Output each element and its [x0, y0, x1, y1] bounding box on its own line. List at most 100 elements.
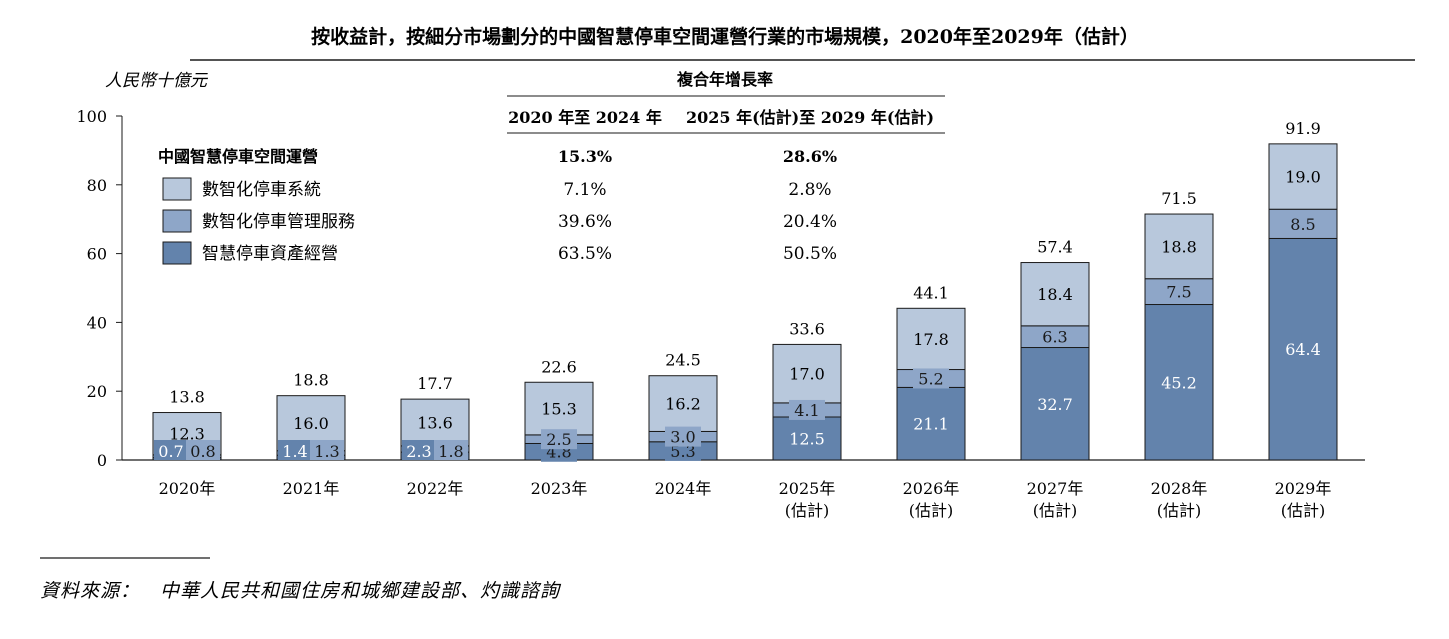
data-label-bg-asset-operation: [278, 440, 312, 460]
legend-label-asset-operation: 智慧停車資產經營: [202, 244, 338, 264]
total-label: 57.4: [1037, 238, 1073, 257]
cagr-value-2-asset-operation: 50.5%: [783, 244, 837, 264]
x-tick-sublabel: (估計): [785, 501, 830, 520]
data-label-digital-system: 13.6: [417, 414, 453, 433]
cagr-value-1-asset-operation: 63.5%: [558, 244, 612, 264]
data-label-asset-operation: 0.7: [158, 442, 183, 461]
legend: 中國智慧停車空間運營 15.3% 28.6% 數智化停車系統 7.1% 2.8% 數智化停車…: [158, 147, 837, 265]
data-label-digital-system: 18.4: [1037, 285, 1073, 304]
y-tick-label: 100: [76, 107, 107, 126]
total-label: 91.9: [1285, 119, 1321, 138]
y-tick-label: 60: [87, 245, 107, 264]
total-label: 18.8: [293, 370, 329, 389]
data-label-digital-system: 15.3: [541, 400, 577, 419]
data-label-digital-system: 19.0: [1285, 168, 1321, 187]
data-label-asset-operation: 2.3: [406, 442, 431, 461]
cagr-total-value-2: 28.6%: [783, 147, 837, 166]
data-label-bg-asset-operation: [154, 440, 188, 460]
y-tick-label: 20: [87, 382, 107, 401]
total-label: 22.6: [541, 357, 577, 376]
total-label: 17.7: [417, 374, 453, 393]
cagr-value-1-digital-system: 7.1%: [563, 180, 606, 200]
total-label: 24.5: [665, 351, 701, 370]
cagr-total-value-1: 15.3%: [558, 147, 612, 166]
bars: 0.7 0.812.3 13.8 1.4 1.3 16.0 18.8 2.3 1.8 13.6 17…: [152, 119, 1338, 462]
bar-segment-management-service: [1144, 278, 1214, 306]
data-label-management-service: 1.3: [314, 442, 339, 461]
cagr-value-2-management-service: 20.4%: [783, 212, 837, 232]
data-label-management-service: 7.5: [1166, 283, 1191, 302]
cagr-heading: 複合年增長率: [676, 70, 773, 89]
bar-segment-digital-system: [1144, 213, 1214, 280]
data-label-management-service: 0.8: [190, 442, 215, 461]
bar-segment-digital-system: [772, 343, 842, 404]
cagr-value-1-management-service: 39.6%: [558, 212, 612, 232]
legend-swatch-management-service: [162, 209, 192, 233]
data-label-management-service: 8.5: [1290, 215, 1315, 234]
data-label-management-service: 5.2: [918, 369, 943, 388]
data-label-asset-operation: 1.4: [282, 442, 307, 461]
x-tick-label: 2029年: [1275, 479, 1332, 498]
bar-segment-digital-system: [524, 381, 594, 436]
data-label-asset-operation: 45.2: [1161, 373, 1197, 392]
bar-segment-asset-operation: [1268, 237, 1338, 461]
data-label-digital-system: 12.3: [169, 425, 205, 444]
cagr-col1-header: 2020 年至 2024 年: [508, 108, 662, 127]
data-label-management-service: 6.3: [1042, 328, 1067, 347]
data-label-asset-operation: 5.3: [670, 442, 695, 461]
x-tick-label: 2022年: [407, 479, 464, 498]
chart-title: 按收益計，按細分市場劃分的中國智慧停車空間運營行業的市場規模，2020年至202…: [311, 25, 1139, 48]
data-label-bg-management-service: [434, 440, 468, 460]
x-tick-label: 2023年: [531, 479, 588, 498]
x-tick-label: 2025年: [779, 479, 836, 498]
x-tick-sublabel: (估計): [909, 501, 954, 520]
legend-total-label: 中國智慧停車空間運營: [158, 147, 318, 166]
axes: 0 20 40 60 80 100 2020年 2021年 2022年 2023年 2024年 202…: [76, 107, 1365, 520]
data-label-management-service: 3.0: [670, 428, 695, 447]
x-tick-label: 2028年: [1151, 479, 1208, 498]
legend-label-management-service: 數智化停車管理服務: [202, 212, 355, 232]
x-tick-label: 2020年: [159, 479, 216, 498]
data-label-asset-operation: 64.4: [1285, 340, 1321, 359]
y-axis-label: 人民幣十億元: [105, 71, 209, 91]
x-tick-sublabel: (估計): [1281, 501, 1326, 520]
bar-segment-asset-operation: [1020, 347, 1090, 461]
data-label-management-service: 4.1: [794, 401, 819, 420]
x-tick-label: 2021年: [283, 479, 340, 498]
data-label-digital-system: 18.8: [1161, 237, 1197, 256]
cagr-col2-header: 2025 年(估計)至 2029 年(估計): [686, 108, 934, 127]
x-tick-label: 2026年: [903, 479, 960, 498]
data-label-asset-operation: 21.1: [913, 415, 949, 434]
legend-swatch-digital-system: [162, 177, 192, 201]
bar-segment-digital-system: [896, 307, 966, 371]
total-label: 33.6: [789, 319, 825, 338]
data-label-bg-management-service: [186, 440, 220, 460]
y-tick-label: 40: [87, 313, 107, 332]
bar-segment-management-service: [1268, 208, 1338, 239]
data-label-asset-operation: 12.5: [789, 430, 825, 449]
data-label-bg-management-service: [789, 399, 825, 420]
data-label-bg-management-service: [310, 440, 344, 460]
data-label-digital-system: 17.0: [789, 365, 825, 384]
y-tick-label: 0: [97, 451, 107, 470]
data-label-digital-system: 17.8: [913, 330, 949, 349]
cagr-value-2-digital-system: 2.8%: [788, 180, 831, 200]
data-label-bg-asset-operation: [402, 440, 436, 460]
data-label-bg-management-service: [913, 368, 949, 389]
data-label-management-service: 2.5: [546, 430, 571, 449]
data-label-bg-management-service: [1037, 326, 1073, 347]
bar-segment-asset-operation: [896, 386, 966, 461]
bar-segment-digital-system: [1020, 262, 1090, 327]
x-tick-label: 2024年: [655, 479, 712, 498]
y-tick-label: 80: [87, 176, 107, 195]
total-label: 44.1: [913, 283, 949, 302]
x-tick-sublabel: (估計): [1033, 501, 1078, 520]
total-label: 13.8: [169, 388, 205, 407]
x-tick-sublabel: (估計): [1157, 501, 1202, 520]
total-label: 71.5: [1161, 189, 1197, 208]
data-label-management-service: 1.8: [438, 442, 463, 461]
legend-swatch-asset-operation: [162, 241, 192, 265]
data-label-asset-operation: 32.7: [1037, 395, 1073, 414]
data-label-digital-system: 16.2: [665, 395, 701, 414]
